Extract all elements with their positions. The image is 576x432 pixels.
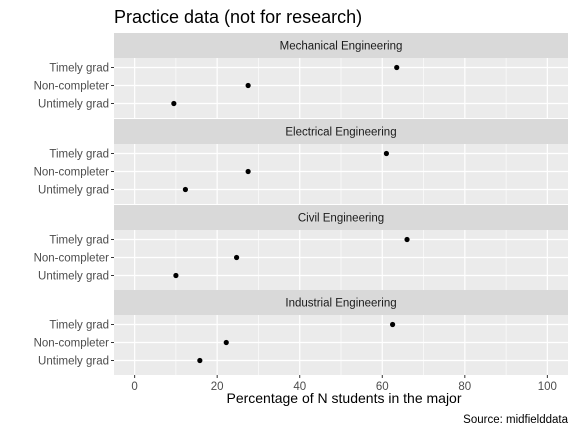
facet-strip-label: Industrial Engineering — [285, 298, 396, 310]
facet-strip-label: Mechanical Engineering — [280, 41, 403, 53]
y-tick-label: Non-completer — [34, 81, 110, 93]
facet-panel: Mechanical Engineering Timely grad Non-com… — [34, 33, 568, 118]
data-point — [389, 321, 396, 328]
chart-title: Practice data (not for research) — [114, 7, 362, 27]
y-tick-label: Untimely grad — [38, 99, 109, 111]
y-tick-label: Timely grad — [49, 320, 109, 332]
data-point — [404, 236, 410, 243]
x-tick-label: 80 — [458, 381, 471, 393]
y-tick-label: Timely grad — [49, 149, 109, 161]
y-tick-label: Untimely grad — [38, 271, 109, 283]
data-point — [173, 272, 179, 279]
data-point — [171, 100, 177, 107]
facet-strip — [114, 33, 568, 58]
x-tick-label: 60 — [376, 381, 389, 393]
y-tick-label: Non-completer — [34, 253, 110, 265]
data-point — [233, 254, 240, 261]
chart-caption: Source: midfielddata — [463, 414, 568, 426]
x-tick-label: 100 — [538, 381, 557, 393]
facet-strip — [114, 290, 568, 315]
facet-panel: Civil Engineering Timely grad Non-complete… — [34, 205, 568, 290]
facet-strip-label: Civil Engineering — [298, 213, 384, 225]
y-tick-label: Timely grad — [49, 235, 109, 247]
y-tick-label: Non-completer — [34, 338, 110, 350]
y-tick-label: Untimely grad — [38, 356, 109, 368]
data-point — [245, 82, 251, 89]
x-tick-label: 40 — [293, 381, 306, 393]
y-tick-label: Non-completer — [34, 167, 110, 179]
x-tick-label: 20 — [211, 381, 224, 393]
facet-panel: Industrial Engineering Timely grad Non-com… — [34, 290, 568, 375]
x-axis: 0 20 40 60 80 100 — [131, 375, 557, 393]
facet-strip — [114, 205, 568, 230]
data-point — [197, 357, 203, 364]
data-point — [394, 64, 400, 71]
facet-panels: Mechanical Engineering Timely grad Non-com… — [34, 33, 568, 375]
y-tick-label: Untimely grad — [38, 185, 109, 197]
y-tick-label: Timely grad — [49, 63, 109, 75]
facet-panel: Electrical Engineering Timely grad Non-com… — [34, 119, 568, 204]
facet-strip-label: Electrical Engineering — [285, 127, 396, 139]
facet-strip — [114, 119, 568, 144]
data-point — [383, 150, 389, 157]
x-axis-label: Percentage of N students in the major — [226, 390, 461, 406]
data-point — [182, 186, 189, 193]
data-point — [223, 339, 229, 346]
x-tick-label: 0 — [131, 381, 137, 393]
data-point — [245, 168, 251, 175]
